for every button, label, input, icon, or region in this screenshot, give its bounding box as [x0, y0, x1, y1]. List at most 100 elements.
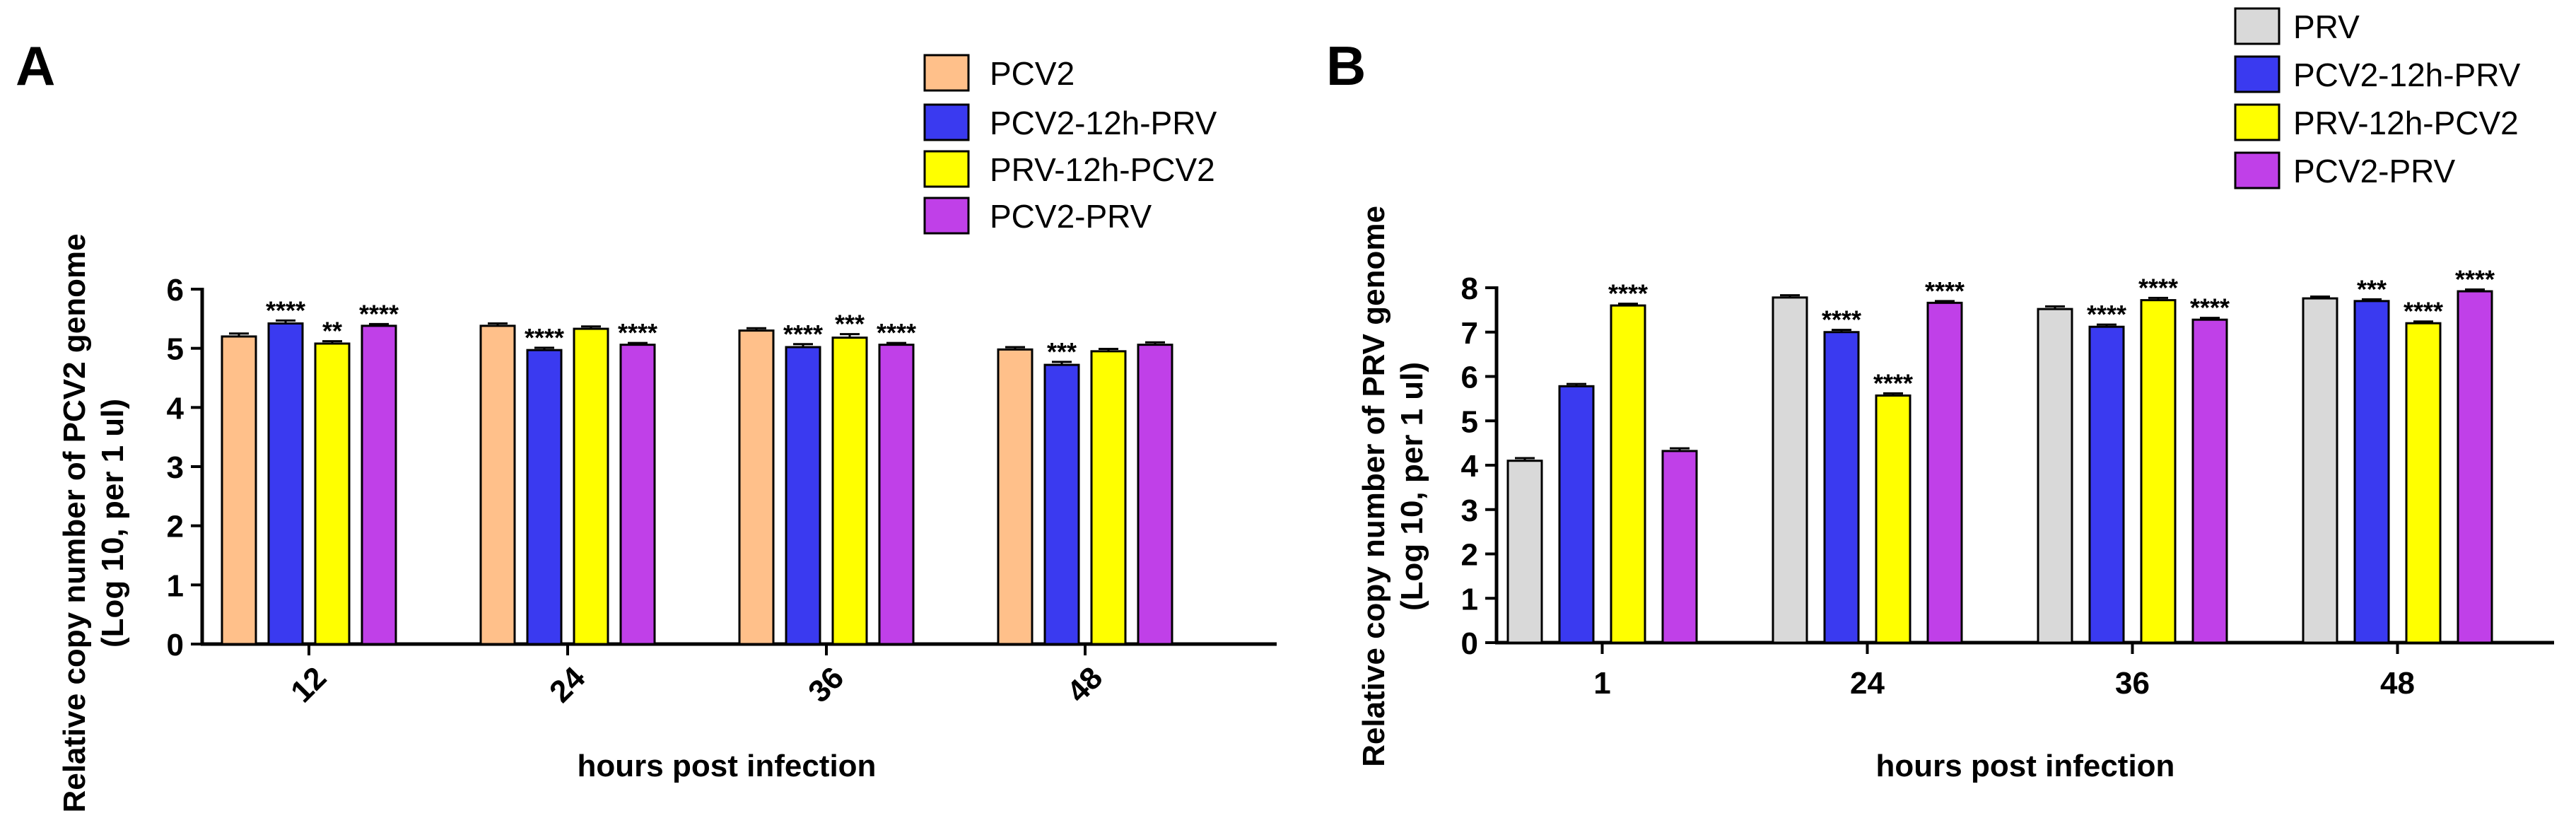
y-tick-label: 1 — [167, 568, 184, 603]
y-tick-label: 1 — [1461, 582, 1478, 616]
bar — [2088, 325, 2125, 644]
y-tick-label: 6 — [1461, 361, 1478, 395]
legend-swatch-pcv2-prv — [2234, 151, 2281, 189]
y-tick-label: 7 — [1461, 316, 1478, 351]
bar — [2353, 300, 2390, 644]
y-tick-label: 3 — [167, 450, 184, 485]
panel-a-ylabel-line2: (Log 10, per 1 ul) — [95, 399, 130, 648]
significance-label: **** — [2404, 297, 2443, 326]
y-tick-label: 0 — [1461, 626, 1478, 661]
panel-a-letter: A — [16, 35, 55, 97]
panel-a-plot: ************** **** **** *** ******* — [191, 288, 1277, 655]
bar — [573, 327, 609, 645]
bar — [221, 335, 257, 645]
legend-label-prv: PRV — [2293, 8, 2360, 45]
panel-a-xticks: 12 24 36 48 — [284, 660, 1109, 710]
y-tick-label: 8 — [1461, 271, 1478, 306]
significance-label: **** — [1925, 276, 1965, 305]
bar — [2037, 308, 2073, 644]
legend-swatch-pcv2-prv — [923, 197, 970, 235]
legend-swatch-prv-12h-pcv2 — [2234, 103, 2281, 141]
bar — [1558, 385, 1595, 644]
bar — [2191, 318, 2228, 644]
bar — [997, 348, 1034, 645]
panel-b: B PRV PCV2-12h-PRV PRV-12h-PCV2 PCV2-PRV… — [1326, 7, 2554, 783]
legend-swatch-prv-12h-pcv2 — [923, 150, 970, 188]
significance-label: ** — [322, 317, 342, 346]
y-tick-label: 6 — [167, 273, 184, 308]
y-tick-label: 4 — [167, 391, 185, 426]
significance-label: **** — [618, 318, 657, 347]
bar — [619, 344, 656, 645]
significance-label: **** — [2138, 273, 2178, 302]
legend-label-pcv2-prv: PCV2-PRV — [2293, 153, 2456, 189]
panel-b-ylabel-line1: Relative copy number of PRV genome — [1357, 206, 1391, 767]
bar — [1875, 394, 1911, 644]
significance-label: **** — [359, 299, 399, 328]
legend-swatch-prv — [2234, 7, 2281, 45]
y-tick-label: 3 — [1461, 493, 1478, 528]
panel-a-legend: PCV2 PCV2-12h-PRV PRV-12h-PCV2 PCV2-PRV — [923, 54, 1217, 235]
bar — [267, 322, 304, 645]
significance-label: **** — [877, 318, 916, 347]
y-tick-label: 0 — [167, 628, 184, 662]
bar — [1090, 350, 1127, 645]
bar — [2457, 290, 2493, 644]
bar — [1610, 304, 1646, 644]
x-tick-label: 1 — [1593, 666, 1610, 701]
panel-b-ylabel-line2: (Log 10, per 1 ul) — [1395, 362, 1429, 611]
significance-label: **** — [2190, 293, 2230, 322]
bar — [1926, 301, 1963, 644]
panel-b-xlabel: hours post infection — [1876, 749, 2175, 783]
bar — [878, 344, 915, 645]
x-tick-label: 48 — [2380, 666, 2415, 701]
bar — [526, 349, 563, 645]
bar — [479, 325, 516, 645]
panel-a: A PCV2 PCV2-12h-PRV PRV-12h-PCV2 PCV2-PR… — [16, 35, 1277, 813]
bar — [2302, 297, 2338, 644]
legend-swatch-pcv2-12h-prv — [923, 103, 970, 141]
significance-label: **** — [783, 320, 823, 349]
x-tick-label: 36 — [802, 660, 850, 709]
bar — [1043, 363, 1080, 645]
bar — [785, 346, 821, 645]
significance-label: **** — [2087, 300, 2126, 329]
x-tick-label: 48 — [1060, 660, 1109, 709]
legend-swatch-pcv2-12h-prv — [2234, 55, 2281, 93]
bar — [361, 325, 397, 645]
significance-label: **** — [266, 296, 305, 325]
bar — [2140, 299, 2177, 644]
panel-b-letter: B — [1326, 35, 1366, 97]
panel-b-legend: PRV PCV2-12h-PRV PRV-12h-PCV2 PCV2-PRV — [2234, 7, 2521, 189]
bar — [1137, 344, 1173, 645]
y-tick-label: 2 — [167, 510, 184, 544]
significance-label: **** — [525, 323, 564, 352]
y-tick-label: 2 — [1461, 538, 1478, 573]
legend-label-prv-12h-pcv2: PRV-12h-PCV2 — [2293, 105, 2519, 141]
significance-label: *** — [1047, 337, 1077, 366]
panel-a-xlabel: hours post infection — [578, 749, 877, 783]
y-tick-label: 5 — [167, 332, 184, 367]
bar — [1506, 460, 1543, 644]
panel-a-yticks: 0 1 2 3 4 5 6 — [167, 273, 185, 662]
significance-label: **** — [2455, 265, 2495, 294]
bar — [314, 342, 351, 645]
x-tick-label: 24 — [1850, 666, 1885, 701]
y-tick-label: 5 — [1461, 404, 1478, 439]
bar — [738, 329, 775, 645]
panel-b-xticks: 1 24 36 48 — [1593, 666, 2415, 701]
panel-b-yticks: 0 1 2 3 4 5 6 7 8 — [1461, 271, 1479, 661]
legend-label-pcv2-prv: PCV2-PRV — [990, 198, 1152, 235]
significance-label: *** — [835, 310, 865, 339]
bar — [2405, 322, 2442, 644]
legend-label-pcv2-12h-prv: PCV2-12h-PRV — [990, 105, 1217, 141]
bar — [831, 337, 868, 645]
legend-label-pcv2: PCV2 — [990, 55, 1075, 92]
panel-b-plot: *************************************** — [1485, 265, 2554, 654]
significance-label: **** — [1873, 368, 1913, 397]
significance-label: **** — [1822, 305, 1861, 334]
bar — [1823, 331, 1860, 644]
panel-a-ylabel-line1: Relative copy number of PCV2 genome — [57, 233, 92, 812]
x-tick-label: 24 — [543, 660, 592, 710]
